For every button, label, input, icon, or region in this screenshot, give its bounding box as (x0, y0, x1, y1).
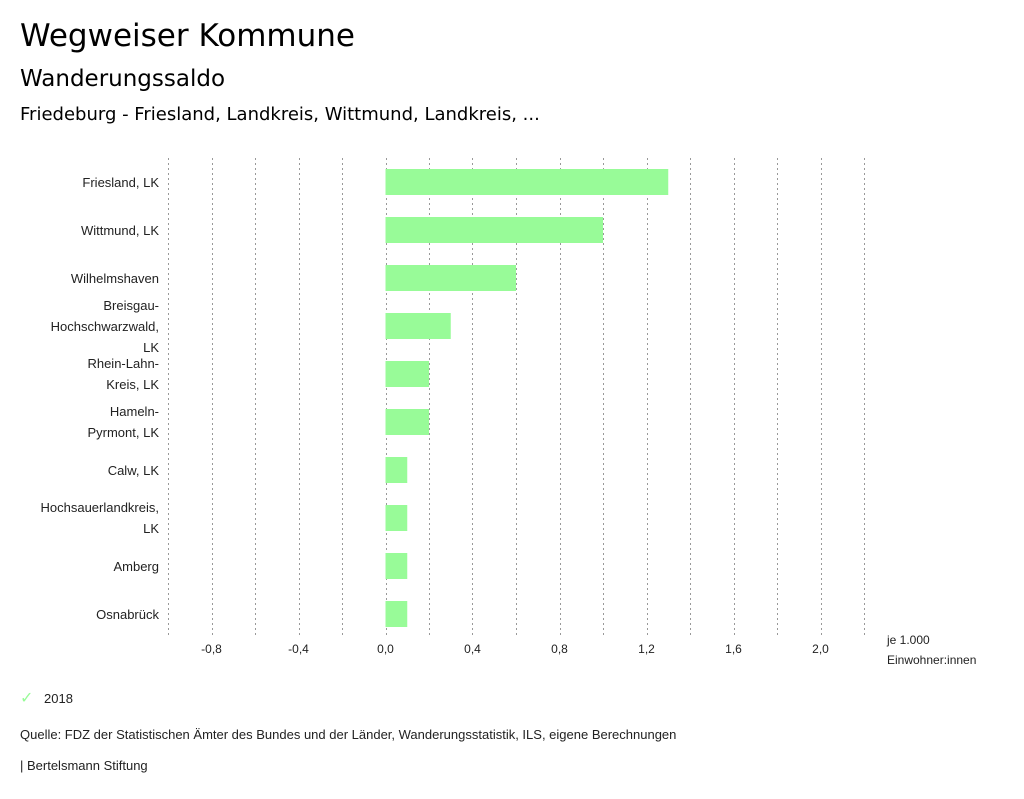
category-label: Osnabrück (9, 604, 159, 625)
x-tick-label: 0,8 (551, 642, 568, 656)
category-label-line: Wilhelmshaven (70, 270, 159, 286)
region-label: Friedeburg - Friesland, Landkreis, Wittm… (20, 104, 540, 125)
category-label-line: Hochschwarzwald, (50, 318, 159, 334)
category-label: Amberg (9, 556, 159, 577)
x-tick-label: -0,4 (288, 642, 309, 656)
category-label-line: Wittmund, LK (80, 222, 159, 238)
category-label-line: Pyrmont, LK (87, 425, 159, 440)
category-label: Rhein-Lahn- Kreis, LK (9, 353, 159, 395)
category-label: Hochsauerlandkreis, LK (9, 497, 159, 539)
category-label-line: Kreis, LK (106, 377, 159, 392)
category-label-line: Hochsauerlandkreis, (40, 500, 159, 515)
legend-label: 2018 (44, 690, 73, 706)
bar-chart (168, 158, 865, 638)
category-label: Wilhelmshaven (9, 268, 159, 289)
x-tick-label: 0,0 (377, 642, 394, 656)
check-icon: ✓ (20, 690, 34, 707)
category-label: Hameln- Pyrmont, LK (9, 401, 159, 443)
bar-2[interactable] (385, 217, 604, 243)
bar-1[interactable] (385, 169, 669, 195)
x-tick-label: 1,6 (725, 642, 742, 656)
chart-subtitle: Wanderungssaldo (20, 66, 226, 92)
x-tick-label: 1,2 (638, 642, 655, 656)
x-axis-unit-line1: je 1.000 (887, 633, 930, 647)
brand-footer: | Bertelsmann Stiftung (20, 758, 148, 773)
category-label-line: LK (143, 521, 159, 536)
source-note: Quelle: FDZ der Statistischen Ämter des … (20, 727, 677, 742)
bar-10[interactable] (385, 601, 408, 627)
category-label-line: LK (143, 339, 159, 355)
x-tick-label: -0,8 (201, 642, 222, 656)
category-label-line: Breisgau- (103, 297, 159, 313)
category-label-line: Amberg (113, 558, 159, 574)
category-label: Calw, LK (9, 460, 159, 481)
page-title: Wegweiser Kommune (20, 18, 355, 54)
x-tick-label: 0,4 (464, 642, 481, 656)
bar-9[interactable] (385, 553, 408, 579)
x-axis-unit-line2: Einwohner:innen (887, 653, 977, 667)
bar-7[interactable] (385, 457, 408, 483)
category-label: Friesland, LK (9, 172, 159, 193)
category-label: Wittmund, LK (9, 220, 159, 241)
legend-item-2018[interactable]: ✓ 2018 (20, 688, 73, 708)
category-label-line: Rhein-Lahn- (87, 356, 159, 371)
x-tick-label: 2,0 (812, 642, 829, 656)
x-axis-unit: je 1.000 Einwohner:innen (887, 630, 976, 670)
bar-8[interactable] (385, 505, 408, 531)
category-label: Breisgau- Hochschwarzwald, LK (9, 295, 159, 358)
bar-4[interactable] (385, 313, 451, 339)
category-label-line: Hameln- (109, 404, 159, 419)
category-label-line: Friesland, LK (82, 174, 159, 190)
bar-3[interactable] (385, 265, 517, 291)
bar-6[interactable] (385, 409, 430, 435)
category-label-line: Osnabrück (96, 606, 159, 622)
category-label-line: Calw, LK (107, 462, 159, 478)
bar-5[interactable] (385, 361, 430, 387)
